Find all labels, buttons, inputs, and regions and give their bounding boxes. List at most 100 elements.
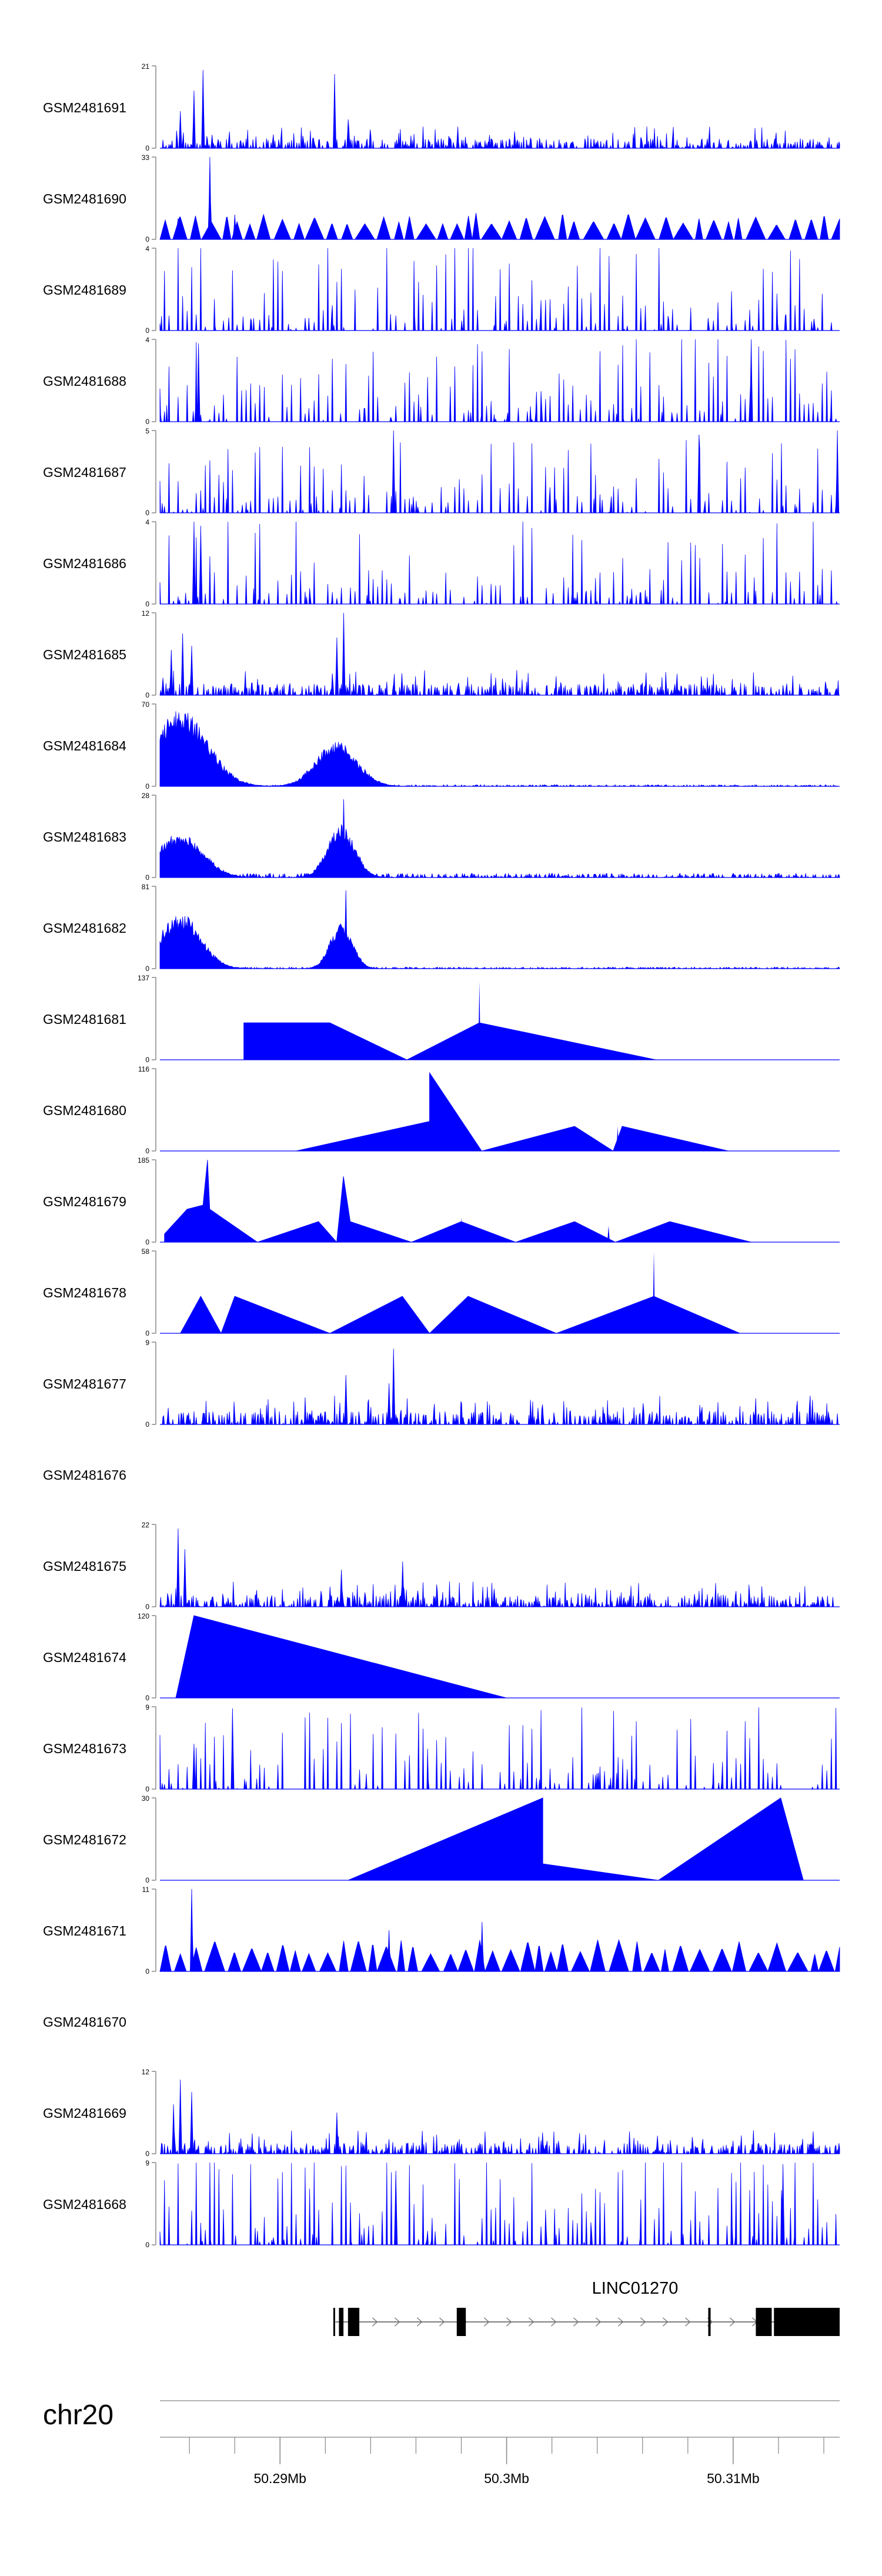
- y-max-label: 4: [145, 336, 149, 344]
- signal-area: [296, 1072, 729, 1152]
- track-GSM2481684: GSM2481684 70 0: [43, 700, 840, 790]
- gene-exon: [339, 2308, 344, 2336]
- track-GSM2481672: GSM2481672 30 0: [43, 1794, 840, 1884]
- track-label: GSM2481683: [43, 829, 126, 845]
- track-label: GSM2481674: [43, 1650, 126, 1665]
- y-max-label: 11: [142, 1886, 150, 1894]
- track-GSM2481677: GSM2481677 9 0: [43, 1339, 840, 1429]
- gene-exon-utr: [774, 2308, 840, 2336]
- track-GSM2481675: GSM2481675 22 0: [43, 1521, 840, 1611]
- chromosome-label: chr20: [43, 2400, 113, 2431]
- track-GSM2481676: GSM2481676: [43, 1467, 126, 1483]
- track-GSM2481671: GSM2481671 11 0: [43, 1886, 840, 1976]
- track-label: GSM2481669: [43, 2105, 126, 2121]
- signal-spike: [616, 1126, 619, 1151]
- y-max-label: 22: [142, 1521, 150, 1529]
- track-label: GSM2481672: [43, 1832, 126, 1847]
- y-max-label: 4: [145, 518, 149, 526]
- strand-arrow: [729, 2317, 736, 2327]
- gene-annotation-track: LINC01270: [333, 2279, 840, 2336]
- y-max-label: 120: [138, 1612, 149, 1620]
- signal-area: [159, 156, 840, 241]
- track-GSM2481690: GSM2481690 33 0: [43, 154, 840, 243]
- signal-area: [175, 1615, 507, 1699]
- strand-arrow: [394, 2317, 400, 2327]
- y-zero-label: 0: [145, 1967, 149, 1976]
- y-max-label: 4: [145, 245, 149, 253]
- signal-area: [159, 890, 840, 969]
- signal-tracks: GSM2481691210GSM2481690330GSM248168940GS…: [43, 62, 840, 2249]
- strand-arrow: [372, 2317, 378, 2327]
- track-GSM2481686: GSM2481686 4 0: [43, 518, 840, 608]
- y-zero-label: 0: [145, 1056, 149, 1064]
- gene-exon: [348, 2308, 360, 2336]
- signal-area: [159, 1528, 840, 1608]
- strand-arrow: [506, 2317, 512, 2327]
- y-zero-label: 0: [145, 691, 149, 699]
- track-label: GSM2481675: [43, 1559, 126, 1574]
- y-max-label: 12: [142, 2068, 150, 2076]
- gene-exon: [708, 2308, 711, 2336]
- y-max-label: 28: [142, 792, 150, 800]
- y-zero-label: 0: [145, 1238, 149, 1246]
- y-zero-label: 0: [145, 235, 149, 243]
- track-GSM2481674: GSM2481674 120 0: [43, 1612, 840, 1702]
- strand-arrow: [528, 2317, 534, 2327]
- track-GSM2481678: GSM2481678 58 0: [43, 1247, 840, 1337]
- track-label: GSM2481689: [43, 282, 126, 298]
- track-label: GSM2481684: [43, 738, 126, 753]
- track-label: GSM2481676: [43, 1467, 126, 1483]
- track-GSM2481682: GSM2481682 81 0: [43, 883, 840, 973]
- y-max-label: 21: [142, 62, 150, 71]
- track-GSM2481668: GSM2481668 9 0: [43, 2159, 840, 2249]
- y-max-label: 12: [142, 609, 150, 618]
- y-zero-label: 0: [145, 2241, 149, 2249]
- y-zero-label: 0: [145, 600, 149, 608]
- signal-area: [159, 1707, 840, 1790]
- y-zero-label: 0: [145, 2150, 149, 2158]
- y-zero-label: 0: [145, 873, 149, 882]
- axis-tick-label: 50.29Mb: [253, 2471, 306, 2486]
- y-zero-label: 0: [145, 1785, 149, 1793]
- signal-area: [160, 69, 840, 149]
- signal-area: [159, 248, 840, 332]
- track-label: GSM2481680: [43, 1103, 126, 1118]
- y-zero-label: 0: [145, 326, 149, 335]
- strand-arrow: [550, 2317, 557, 2327]
- track-GSM2481689: GSM2481689 4 0: [43, 245, 840, 335]
- signal-spike: [607, 1226, 610, 1242]
- y-max-label: 9: [145, 1703, 149, 1711]
- track-GSM2481691: GSM2481691 21 0: [43, 62, 840, 152]
- track-GSM2481688: GSM2481688 4 0: [43, 336, 840, 426]
- track-label: GSM2481686: [43, 556, 126, 571]
- signal-spike: [478, 982, 481, 1060]
- y-max-label: 58: [142, 1247, 150, 1256]
- signal-area: [180, 1296, 740, 1334]
- track-label: GSM2481687: [43, 465, 126, 480]
- strand-arrow: [595, 2317, 602, 2327]
- signal-area: [348, 1797, 804, 1881]
- strand-arrow: [483, 2317, 490, 2327]
- signal-area: [160, 2079, 840, 2155]
- y-zero-label: 0: [145, 1147, 149, 1155]
- y-max-label: 116: [138, 1065, 149, 1073]
- signal-area: [159, 1888, 840, 1973]
- track-GSM2481685: GSM2481685 12 0: [43, 609, 840, 699]
- track-label: GSM2481668: [43, 2197, 126, 2212]
- signal-spike: [653, 1251, 656, 1333]
- gene-exon: [756, 2308, 772, 2336]
- track-label: GSM2481678: [43, 1285, 126, 1300]
- track-label: GSM2481671: [43, 1923, 126, 1938]
- y-zero-label: 0: [145, 1694, 149, 1702]
- genome-axis: chr20 50.29Mb 50.3Mb 50.31Mb: [43, 2400, 840, 2486]
- track-GSM2481683: GSM2481683 28 0: [43, 792, 840, 882]
- track-GSM2481669: GSM2481669 12 0: [43, 2068, 840, 2158]
- track-GSM2481687: GSM2481687 5 0: [43, 427, 840, 517]
- strand-arrow: [573, 2317, 579, 2327]
- y-zero-label: 0: [145, 509, 149, 517]
- signal-area: [243, 1022, 656, 1060]
- y-max-label: 137: [138, 974, 149, 982]
- strand-arrow: [439, 2317, 445, 2327]
- y-zero-label: 0: [145, 1329, 149, 1337]
